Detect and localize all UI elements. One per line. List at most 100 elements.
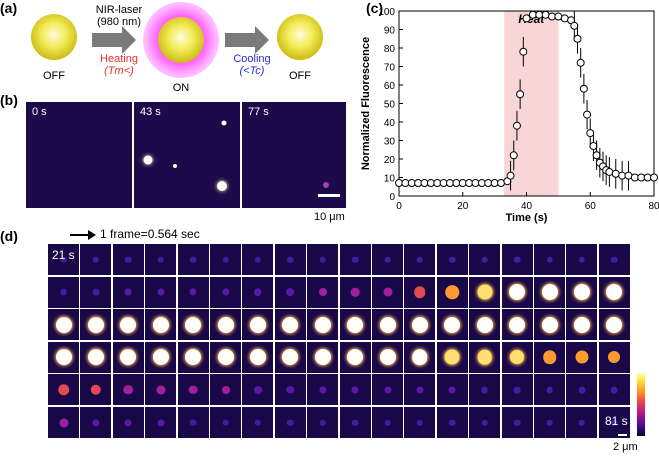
timelapse-cell [469,244,501,275]
particle-spot [411,316,428,333]
particle-spot [573,284,590,301]
frame-time-0s: 0 s [32,106,47,118]
particle-spot [481,419,488,426]
timelapse-cell [566,276,598,308]
particle-spot [156,385,166,395]
data-point [576,58,585,67]
timelapse-cell [339,309,371,341]
frame-0s: 0 s [26,102,132,208]
data-point [592,151,601,160]
timelapse-cell [404,407,436,438]
dim-spot [323,182,329,188]
y-axis-label: Normalized Fluorescence [360,37,372,170]
timelapse-cell [404,374,436,406]
particle-spot [347,349,364,366]
timelapse-cell [210,309,241,341]
particle-spot [445,285,460,299]
y-tick-label: 10 [384,174,396,185]
timelapse-cell [566,374,598,406]
data-point [570,21,579,30]
particle-spot [509,316,526,333]
heating-word: Heating [100,53,138,65]
particle-spot [608,351,621,364]
data-point [586,129,595,138]
timelapse-cell [372,276,403,308]
particle-spot [542,350,557,365]
timelapse-cell [566,407,598,438]
particle-spot [414,286,426,298]
x-tick-label: 40 [521,201,533,212]
particle-spot [444,349,460,365]
timelapse-cell [48,407,79,438]
timelapse-cell [274,407,306,438]
cooling-word: Cooling [233,53,271,65]
frame-time-77s: 77 s [248,106,269,118]
timelapse-cell [469,276,501,308]
x-axis-label: Time (s) [506,212,548,224]
frame-time-43s: 43 s [140,106,161,118]
particle-spot [578,419,586,426]
particle-spot [120,349,137,366]
timelapse-cell [404,276,436,308]
particle-spot [509,284,526,301]
timelapse-cell [80,407,112,438]
particle-spot [92,288,100,296]
state-off-right: OFF [289,70,311,82]
particle-spot [217,349,234,366]
timelapse-cell [598,407,630,438]
particle-spot [254,256,262,263]
timelapse-cell [598,276,630,308]
y-tick-label: 40 [384,118,396,129]
panel-a-label: (a) [0,0,18,16]
particle-spot [606,316,623,333]
particle-spot [384,386,391,394]
timelapse-cell [48,244,79,275]
particle-spot [319,256,326,263]
timelapse-cell [501,309,533,341]
particle-spot [286,386,295,394]
particle-spot [188,385,198,395]
particle-spot [350,287,360,297]
timelapse-cell [242,407,274,438]
particle-spot [314,349,331,366]
data-point [650,173,658,182]
timelapse-cell [307,244,339,275]
timelapse-cell [501,407,533,438]
particle-spot [481,256,488,263]
particle-spot [412,349,428,366]
timelapse-cell [242,276,274,308]
particle-spot [282,316,299,333]
scalebar-d [618,434,627,436]
timelapse-cell [501,341,533,373]
x-tick-label: 60 [585,201,597,212]
particle-spot [124,419,132,426]
timelapse-cell [307,341,339,373]
timelapse-cell [501,244,533,275]
timelapse-cell [469,407,501,438]
timelapse-cell [177,374,209,406]
timelapse-cell [436,244,468,275]
timelapse-cell [48,341,79,373]
timelapse-cell [177,407,209,438]
timelapse-cell [177,244,209,275]
particle-spot [254,288,262,296]
timelapse-cell [372,341,403,373]
particle-spot [606,284,623,301]
particle-spot [541,284,558,301]
y-tick-label: 90 [384,26,396,37]
timelapse-cell [534,374,565,406]
particle-spot [287,256,294,263]
particle-spot [221,385,230,394]
y-tick-label: 80 [384,44,396,55]
timelapse-cell [307,276,339,308]
particle-spot [477,350,492,365]
timelapse-cell [80,309,112,341]
timelapse-cell [177,309,209,341]
particle-spot [222,419,229,426]
timelapse-cell [566,244,598,275]
particle-spot [546,256,553,263]
data-point [589,142,598,151]
timelapse-cell [339,341,371,373]
timelapse-cell [598,309,630,341]
